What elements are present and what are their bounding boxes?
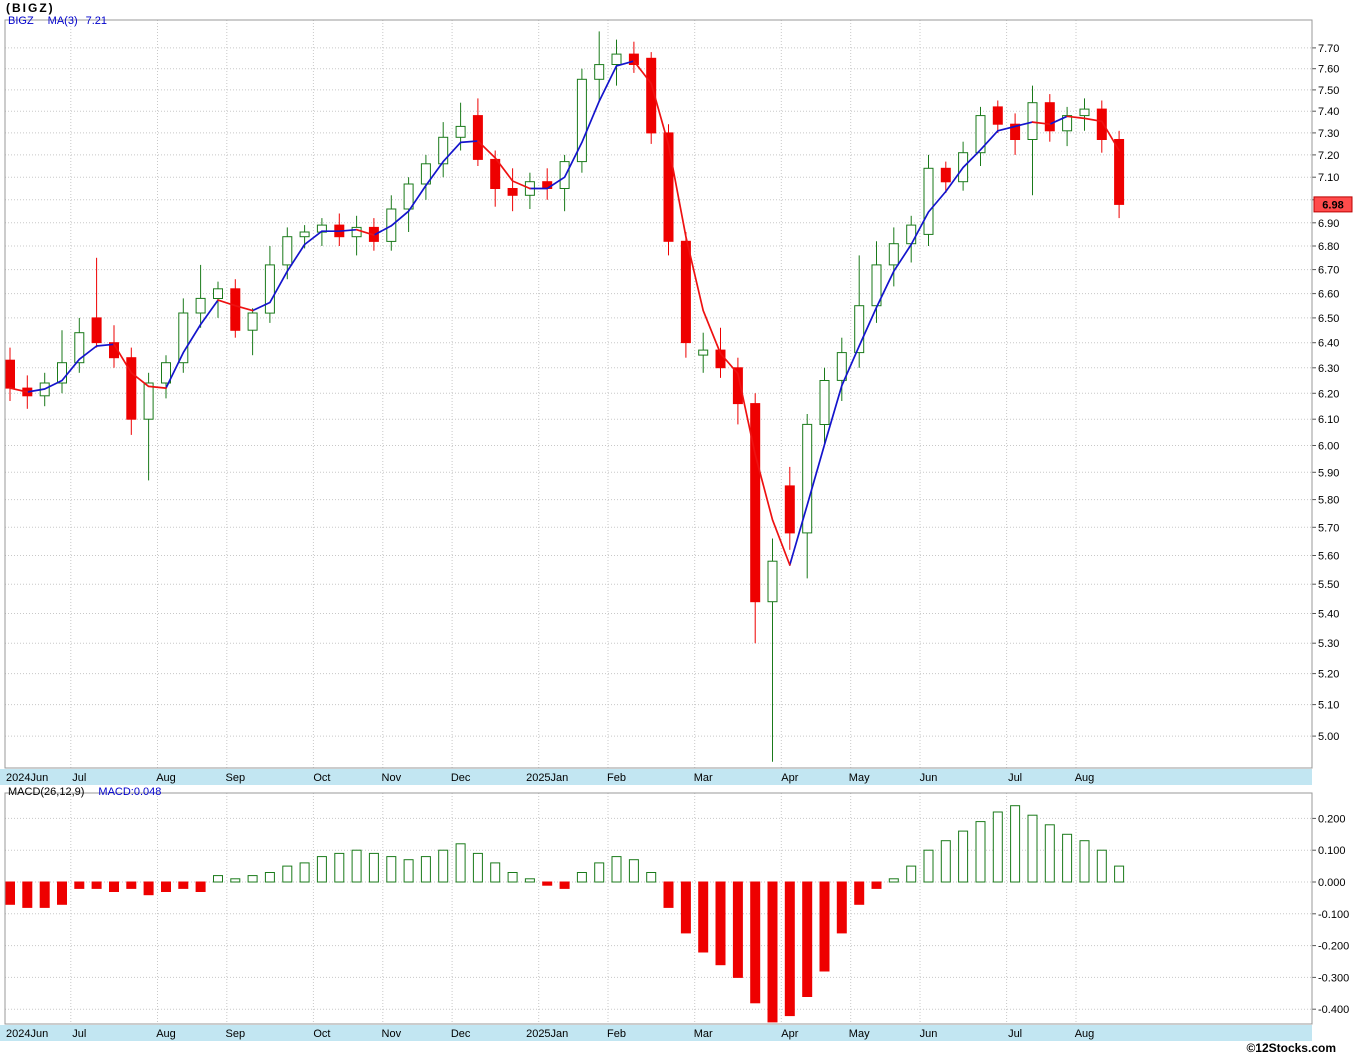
svg-text:6.20: 6.20 [1318,388,1339,400]
svg-text:Apr: Apr [781,1028,798,1040]
svg-text:6.40: 6.40 [1318,338,1339,350]
svg-text:6.70: 6.70 [1318,265,1339,277]
month-gridlines [70,20,1077,1024]
svg-text:7.30: 7.30 [1318,128,1339,140]
x-axis-band-bottom [0,1025,1312,1041]
svg-text:Nov: Nov [382,1028,402,1040]
svg-text:6.98: 6.98 [1322,199,1343,211]
svg-text:Jun: Jun [920,772,938,784]
main-plot-border [4,19,1313,769]
svg-text:Feb: Feb [607,772,626,784]
svg-text:Oct: Oct [313,1028,330,1040]
svg-text:0.000: 0.000 [1318,877,1346,889]
svg-text:Jun: Jun [920,1028,938,1040]
x-axis-band-top [0,769,1312,785]
svg-text:2025Jan: 2025Jan [526,1028,568,1040]
svg-text:5.30: 5.30 [1318,638,1339,650]
svg-text:Dec: Dec [451,772,471,784]
svg-text:-0.100: -0.100 [1318,909,1349,921]
svg-text:5.80: 5.80 [1318,495,1339,507]
svg-text:5.90: 5.90 [1318,467,1339,479]
svg-text:7.50: 7.50 [1318,85,1339,97]
svg-text:Mar: Mar [694,772,713,784]
svg-text:Jul: Jul [72,772,86,784]
macd-histogram [5,805,1125,1023]
svg-text:7.40: 7.40 [1318,106,1339,118]
svg-text:6.00: 6.00 [1318,441,1339,453]
svg-text:2025Jan: 2025Jan [526,772,568,784]
svg-text:5.60: 5.60 [1318,551,1339,563]
svg-text:Sep: Sep [226,772,246,784]
svg-text:6.60: 6.60 [1318,289,1339,301]
legend-ma-label: MA(3) [47,15,78,27]
svg-text:7.70: 7.70 [1318,43,1339,55]
svg-text:6.80: 6.80 [1318,241,1339,253]
svg-text:5.10: 5.10 [1318,700,1339,712]
svg-text:7.60: 7.60 [1318,64,1339,76]
candlestick-series [5,31,1125,762]
svg-text:5.00: 5.00 [1318,731,1339,743]
svg-text:Jul: Jul [72,1028,86,1040]
svg-text:Dec: Dec [451,1028,471,1040]
svg-text:2024Jun: 2024Jun [6,1028,48,1040]
legend-ma-value: 7.21 [85,15,108,27]
page-title: (BIGZ) [6,1,55,15]
svg-text:6.50: 6.50 [1318,313,1339,325]
svg-text:Apr: Apr [781,772,798,784]
svg-text:7.20: 7.20 [1318,150,1339,162]
svg-text:0.100: 0.100 [1318,845,1346,857]
macd-value-label: MACD:0.048 [98,786,162,798]
svg-text:May: May [849,772,870,784]
svg-text:Mar: Mar [694,1028,713,1040]
svg-text:May: May [849,1028,870,1040]
last-price-badge: 6.98 [1313,196,1353,213]
svg-text:Aug: Aug [156,1028,176,1040]
svg-text:Oct: Oct [313,772,330,784]
svg-text:Jul: Jul [1008,772,1022,784]
svg-text:5.70: 5.70 [1318,522,1339,534]
svg-text:-0.200: -0.200 [1318,941,1349,953]
svg-text:Sep: Sep [226,1028,246,1040]
price-gridlines: 5.00 5.10 5.20 5.30 5.40 5.50 5.60 5.70 5.80 5.90… [5,43,1339,743]
svg-text:5.20: 5.20 [1318,669,1339,681]
svg-text:5.50: 5.50 [1318,579,1339,591]
svg-text:Aug: Aug [1075,772,1095,784]
svg-text:5.40: 5.40 [1318,609,1339,621]
svg-text:Aug: Aug [1075,1028,1095,1040]
svg-text:-0.400: -0.400 [1318,1004,1349,1016]
legend-symbol: BIGZ [8,15,34,27]
macd-plot-border [4,792,1313,1025]
svg-text:2024Jun: 2024Jun [6,772,48,784]
svg-text:6.90: 6.90 [1318,218,1339,230]
macd-legend: MACD(26,12,9) MACD:0.048 [8,786,175,798]
svg-text:Nov: Nov [382,772,402,784]
ma3-line [9,60,1120,566]
svg-text:7.10: 7.10 [1318,172,1339,184]
svg-text:6.10: 6.10 [1318,414,1339,426]
svg-text:-0.300: -0.300 [1318,972,1349,984]
svg-text:Feb: Feb [607,1028,626,1040]
svg-text:Jul: Jul [1008,1028,1022,1040]
month-labels: 2024Jun 2024Jun Jul Jul Aug Aug Sep Sep Oct Oct No… [6,772,1094,1040]
macd-indicator-label: MACD(26,12,9) [8,786,85,798]
svg-text:Aug: Aug [156,772,176,784]
svg-text:6.30: 6.30 [1318,363,1339,375]
svg-text:0.200: 0.200 [1318,813,1346,825]
main-chart-legend: BIGZ MA(3) 7.21 [8,15,121,27]
watermark: ©12Stocks.com [1246,1041,1336,1055]
macd-gridlines: 0.200 0.100 0.000 -0.100 -0.200 -0.300 -0.400 [5,813,1349,1016]
